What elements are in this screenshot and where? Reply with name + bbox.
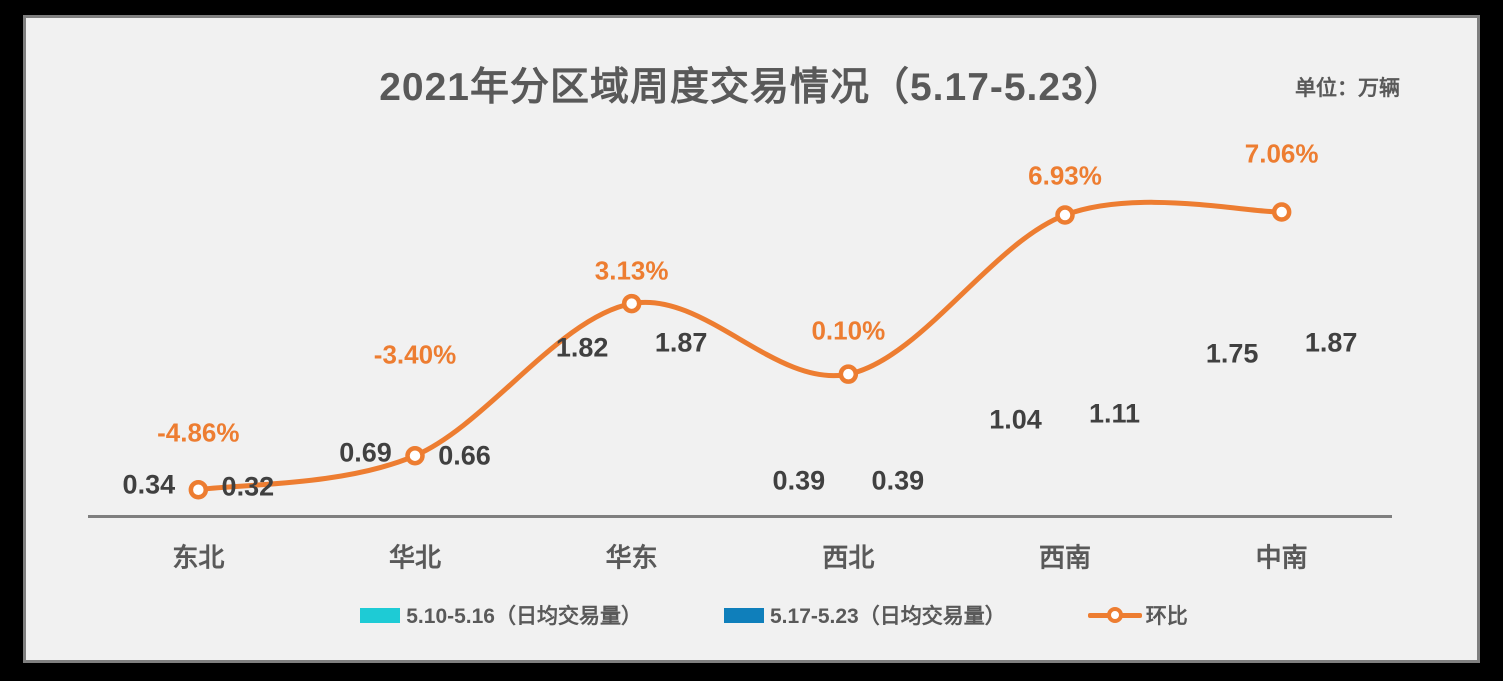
line-point-label: 3.13% bbox=[594, 255, 669, 286]
bar-value-label: 1.04 bbox=[989, 404, 1042, 435]
legend-label: 环比 bbox=[1145, 605, 1188, 628]
line-point-label: 7.06% bbox=[1244, 138, 1319, 169]
bar-value-label: 0.32 bbox=[221, 471, 275, 502]
legend-item-3: 环比 bbox=[1087, 600, 1188, 630]
bar-value-label: 0.34 bbox=[122, 469, 176, 500]
x-axis-label-华东: 华东 bbox=[605, 542, 658, 573]
x-axis-label-西南: 西南 bbox=[1038, 542, 1092, 573]
legend-label: 5.17-5.23（日均交易量） bbox=[770, 605, 1006, 628]
legend: 5.10-5.16（日均交易量） 5.17-5.23（日均交易量） 环比 bbox=[0, 600, 1503, 630]
x-axis-label-中南: 中南 bbox=[1255, 542, 1308, 573]
bar-value-label: 1.75 bbox=[1205, 338, 1259, 369]
legend-line-marker-icon bbox=[1087, 606, 1142, 624]
line-point-label: -4.86% bbox=[157, 417, 240, 448]
bar-value-label: 1.87 bbox=[1304, 327, 1358, 358]
bar-value-label: 0.39 bbox=[772, 465, 826, 496]
x-axis-label-东北: 东北 bbox=[172, 542, 225, 573]
x-axis-label-西北: 西北 bbox=[822, 542, 875, 573]
legend-swatch-icon bbox=[360, 607, 401, 623]
x-axis-label-华北: 华北 bbox=[388, 542, 442, 573]
bar-value-label: 0.39 bbox=[871, 465, 925, 496]
bar-value-label: 1.82 bbox=[555, 332, 609, 363]
bar-value-label: 0.69 bbox=[339, 437, 392, 468]
chart-title: 2021年分区域周度交易情况（5.17-5.23） bbox=[379, 66, 1124, 109]
line-point-label: 0.10% bbox=[811, 315, 886, 346]
legend-item-1: 5.10-5.16（日均交易量） bbox=[360, 600, 642, 630]
x-axis-line bbox=[88, 515, 1392, 518]
bar-value-label: 1.11 bbox=[1088, 398, 1141, 429]
legend-swatch-icon bbox=[724, 607, 764, 623]
legend-label: 5.10-5.16（日均交易量） bbox=[406, 605, 642, 628]
legend-item-2: 5.17-5.23（日均交易量） bbox=[724, 600, 1006, 630]
unit-label: 单位：万辆 bbox=[1295, 77, 1400, 100]
line-point-label: -3.40% bbox=[373, 339, 457, 370]
bar-value-label: 0.66 bbox=[438, 440, 491, 471]
bar-value-label: 1.87 bbox=[654, 327, 708, 358]
line-point-label: 6.93% bbox=[1028, 160, 1102, 191]
